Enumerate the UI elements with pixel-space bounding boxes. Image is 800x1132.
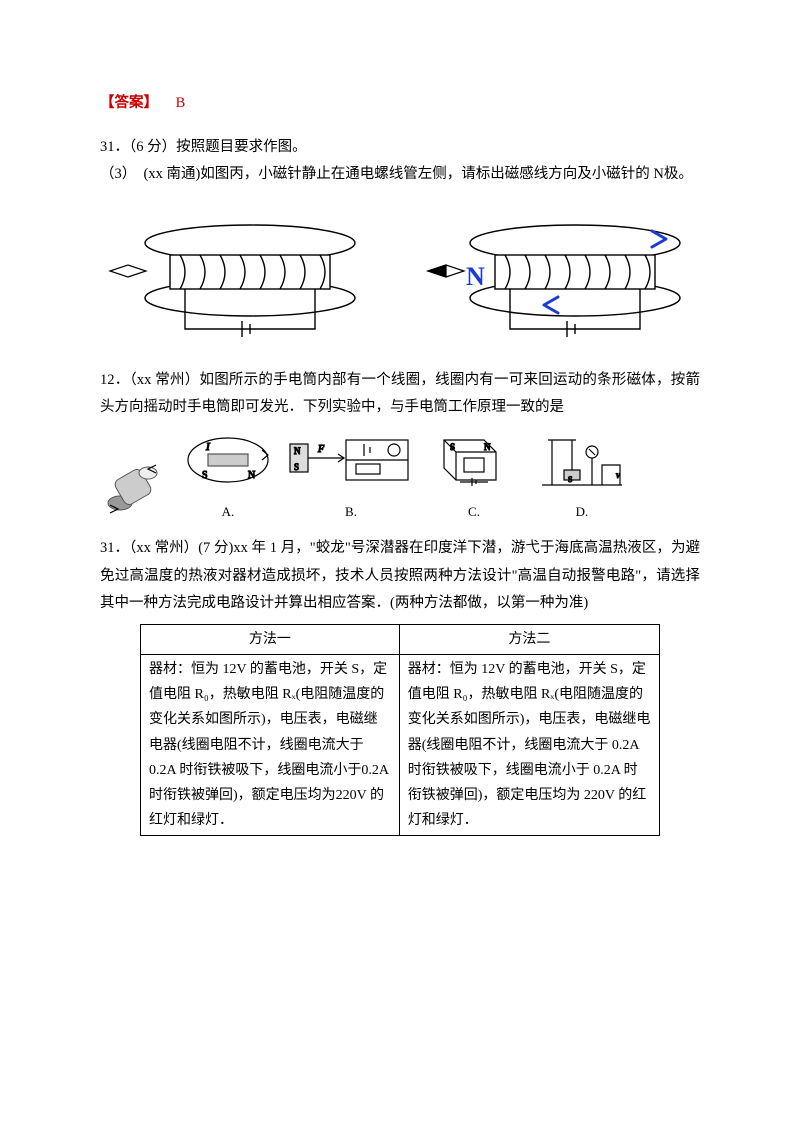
svg-text:v: v [616,470,620,480]
q31a-line1: 31．（6 分）按照题目要求作图。 [100,134,700,162]
document-page: 【答案】 B 31．（6 分）按照题目要求作图。 （3） (xx 南通)如图丙，… [0,0,800,876]
method2-cell: 器材：恒为 12V 的蓄电池，开关 S，定值电阻 R₀，热敏电阻 Rₓ(电阻随温… [399,654,659,835]
q31a-line2: （3） (xx 南通)如图丙，小磁针静止在通电螺线管左侧，请标出磁感线方向及小磁… [100,161,700,189]
option-a-label: A. [178,500,278,525]
method2-header: 方法二 [399,624,659,654]
svg-text:S: S [568,475,572,484]
option-d-label: D. [532,500,632,525]
methods-table: 方法一 方法二 器材：恒为 12V 的蓄电池，开关 S，定值电阻 R₀，热敏电阻… [140,624,660,837]
svg-text:S: S [294,462,299,472]
method1-cell: 器材：恒为 12V 的蓄电池，开关 S，定值电阻 R₀，热敏电阻 Rₓ(电阻随温… [141,654,400,835]
answer-label: 【答案】 [100,95,158,111]
svg-text:N: N [248,470,255,481]
option-c: S N C. [424,430,524,525]
option-b: N S F B. [286,430,416,525]
solenoid-left [90,203,370,353]
n-pole-label: N [466,262,485,291]
method1-header: 方法一 [141,624,400,654]
flashlight-options: I S N A. N S F [100,430,700,525]
q31b-text: 31．（xx 常州）(7 分)xx 年 1 月，"蛟龙"号深潜器在印度洋下潜，游… [100,535,700,618]
solenoid-right: N [400,203,700,353]
svg-text:N: N [294,446,301,456]
svg-text:S: S [202,470,208,481]
option-c-label: C. [424,500,524,525]
answer-line: 【答案】 B [100,90,700,118]
option-b-label: B. [286,500,416,525]
solenoid-figure: N [100,203,700,353]
option-a: I S N A. [178,430,278,525]
flashlight-icon [100,455,170,525]
answer-value: B [176,95,186,111]
svg-text:S: S [450,442,455,452]
svg-text:N: N [484,442,491,452]
svg-text:I: I [205,441,211,453]
option-d: S v D. [532,430,632,525]
svg-text:F: F [317,444,325,455]
q12-text: 12．（xx 常州）如图所示的手电筒内部有一个线圈，线圈内有一可来回运动的条形磁… [100,367,700,422]
